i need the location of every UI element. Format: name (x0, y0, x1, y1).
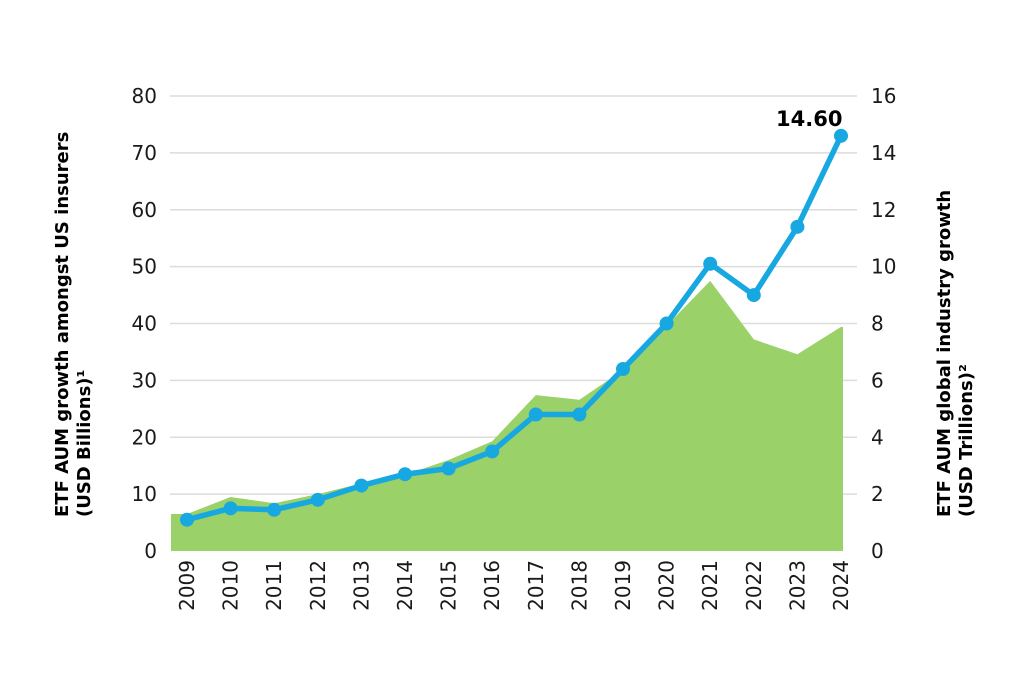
data-point-2011 (267, 502, 282, 517)
x-axis-tick: 2024 (829, 560, 853, 611)
left-axis-tick: 80 (132, 84, 157, 108)
right-axis-tick: 4 (871, 425, 884, 449)
data-point-2019 (616, 362, 630, 376)
x-axis-tick: 2015 (437, 560, 461, 611)
data-point-2015 (441, 461, 456, 476)
left-axis-tick: 20 (132, 425, 157, 449)
data-point-2024 (834, 128, 848, 143)
x-axis-tick: 2019 (611, 560, 635, 611)
right-axis-tick: 14 (871, 141, 896, 165)
left-axis-tick: 50 (132, 255, 157, 279)
data-point-2009 (180, 512, 194, 527)
left-axis-title: ETF AUM growth amongst US insurers (USD … (52, 131, 98, 517)
insurers-area-series (171, 280, 843, 551)
data-point-2018 (572, 407, 587, 422)
data-point-2016 (485, 444, 500, 459)
right-axis-tick: 2 (871, 482, 884, 506)
right-axis-tick: 12 (871, 198, 896, 222)
left-axis-tick: 70 (132, 141, 157, 165)
data-point-2013 (354, 478, 369, 493)
x-axis-tick: 2014 (393, 560, 417, 611)
right-axis-title: ETF AUM global industry growth (USD Tril… (934, 137, 980, 517)
right-axis-tick: 8 (871, 312, 884, 336)
data-point-2014 (398, 467, 412, 482)
x-axis-tick: 2016 (480, 560, 504, 611)
x-axis-tick: 2010 (219, 560, 243, 611)
left-axis-tick: 10 (132, 482, 157, 506)
right-axis-tick: 16 (871, 84, 896, 108)
left-axis-tick: 40 (132, 312, 157, 336)
right-axis-tick: 6 (871, 368, 884, 392)
left-axis-tick: 60 (132, 198, 157, 222)
x-axis-tick: 2013 (349, 560, 373, 611)
data-point-2022 (746, 288, 761, 303)
right-axis-title-line2: (USD Trillions)² (956, 364, 977, 517)
data-point-2012 (310, 492, 325, 507)
data-point-2010 (223, 501, 238, 516)
insurers-series-legend-swatch (64, 532, 73, 577)
x-axis-tick: 2023 (785, 560, 809, 611)
x-axis-tick: 2018 (567, 560, 591, 611)
x-axis-tick: 2022 (742, 560, 766, 611)
left-axis-title-line2: (USD Billions)¹ (74, 369, 95, 517)
data-point-2023 (790, 219, 805, 234)
data-point-2017 (528, 407, 543, 422)
right-axis-title-line1: ETF AUM global industry growth (934, 189, 955, 517)
right-axis-tick: 10 (871, 255, 896, 279)
x-axis-tick: 2017 (524, 560, 548, 611)
left-axis-tick: 0 (144, 539, 157, 563)
global-line-series (184, 133, 844, 523)
left-axis-title-line1: ETF AUM growth amongst US insurers (52, 131, 73, 517)
right-axis-tick: 0 (871, 539, 884, 563)
x-axis-tick: 2012 (306, 560, 330, 611)
x-axis-tick: 2021 (698, 560, 722, 611)
x-axis-tick: 2011 (262, 560, 286, 611)
x-axis-tick: 2009 (175, 560, 199, 611)
global-series-legend-swatch (951, 536, 960, 581)
left-axis-tick: 30 (132, 368, 157, 392)
data-point-2021 (703, 256, 718, 271)
x-axis-tick: 2020 (655, 560, 679, 611)
data-point-2020 (659, 316, 674, 331)
last-point-value-label: 14.60 (776, 107, 843, 131)
